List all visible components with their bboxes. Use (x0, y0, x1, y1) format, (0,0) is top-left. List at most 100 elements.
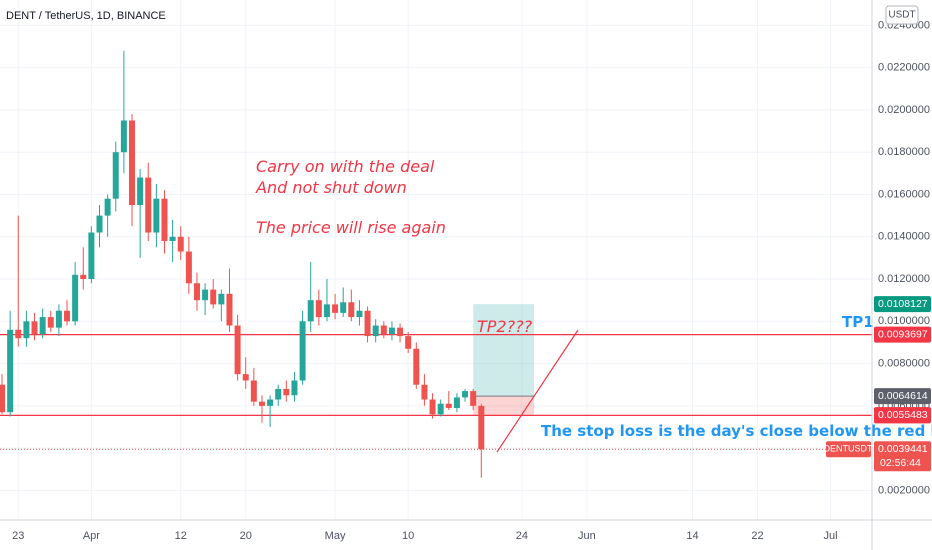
candle-body (96, 215, 103, 233)
candle-body (283, 388, 290, 396)
candle-body (307, 300, 314, 322)
candle-body (55, 310, 62, 328)
candle-body (80, 274, 87, 280)
candle-body (348, 302, 355, 318)
x-tick-label: 12 (175, 530, 187, 542)
candle-body (177, 236, 184, 252)
candle-body (120, 120, 127, 153)
candle-body (0, 384, 6, 413)
candle-body (364, 310, 371, 337)
candle-body (429, 399, 436, 415)
stop-zone (473, 396, 535, 416)
candle-body (242, 374, 249, 381)
position-box (0, 304, 872, 450)
candle-body (161, 198, 168, 241)
candle-body (234, 325, 241, 375)
candle-body (250, 380, 257, 402)
x-tick-label: Jun (578, 530, 596, 542)
candle-body (104, 198, 111, 216)
x-tick-label: May (325, 530, 346, 542)
x-tick-label: 23 (12, 530, 24, 542)
annotation: The price will rise again (256, 218, 446, 237)
x-tick-label: 14 (686, 530, 698, 542)
candle-body (145, 177, 152, 233)
candle-body (39, 317, 46, 334)
candle-body (388, 327, 395, 334)
entry-tag-box (874, 388, 931, 405)
candle-body (202, 289, 209, 301)
candle-body (299, 321, 306, 381)
grid (0, 0, 872, 520)
candle-body (413, 348, 420, 385)
countdown: 02:56:44 (880, 457, 921, 469)
candle-body (397, 327, 404, 337)
candle-body (226, 293, 233, 326)
candle-body (23, 321, 30, 339)
candle-body (332, 304, 339, 313)
candle-body (258, 401, 265, 406)
candle-body (453, 397, 460, 408)
candle-body (340, 302, 347, 313)
candle-body (15, 329, 22, 339)
candle-body (31, 321, 38, 334)
candle-body (356, 310, 363, 318)
x-tick-label: Jul (824, 530, 838, 542)
candle-body (315, 300, 322, 318)
tp1-tag: 0.0093697 (878, 328, 928, 340)
support-tag: 0.0055483 (878, 409, 928, 421)
symbol-tag: DENTUSDT (824, 444, 874, 454)
y-tick-label: 0.0120000 (878, 273, 930, 285)
candle-body (210, 289, 217, 305)
candle-body (88, 232, 95, 280)
last-price-tag: 0.0039441 (878, 443, 928, 455)
annotation: And not shut down (255, 178, 407, 197)
y-tick-label: 0.0200000 (878, 104, 930, 116)
candle-body (405, 336, 412, 349)
x-tick-label: Apr (83, 530, 100, 542)
x-tick-label: 10 (402, 530, 414, 542)
y-tick-label: 0.0140000 (878, 231, 930, 243)
candle-body (470, 391, 477, 406)
target-zone (473, 304, 535, 397)
candle-body (193, 283, 200, 301)
candle-body (169, 236, 176, 241)
candle-body (267, 399, 274, 406)
tp2-label: TP2??? (477, 317, 533, 336)
candle-body (445, 403, 452, 408)
candle-body (112, 152, 119, 199)
currency-button[interactable] (885, 5, 919, 25)
candle-body (128, 120, 135, 206)
candle-body (372, 325, 379, 337)
candle-body (478, 405, 485, 450)
tp1-tag-box (874, 326, 931, 343)
candle-body (218, 293, 225, 305)
candle-body (7, 329, 14, 413)
y-tick-label: 0.0080000 (878, 357, 930, 369)
candle-body (47, 317, 54, 328)
candle-body (137, 177, 144, 206)
x-tick-label: 22 (751, 530, 763, 542)
tp1-label: TP1 (842, 313, 874, 331)
y-tick-label: 0.0100000 (878, 315, 930, 327)
chart-title: DENT / TetherUS, 1D, BINANCE (6, 10, 166, 22)
candle-body (64, 310, 71, 322)
x-tick-label: 24 (516, 530, 528, 542)
y-tick-label: 0.0160000 (878, 188, 930, 200)
candle-body (437, 403, 444, 415)
candle-body (153, 198, 160, 233)
entry-tag: 0.0064614 (878, 390, 928, 402)
last-price-box (874, 441, 931, 472)
candle-body (462, 391, 469, 398)
candle-body (185, 251, 192, 284)
candle-body (380, 325, 387, 334)
support-tag-box (874, 407, 931, 424)
candle-body (421, 384, 428, 400)
y-tick-label: 0.0220000 (878, 62, 930, 74)
currency-label: USDT (888, 10, 915, 21)
x-tick-label: 20 (240, 530, 252, 542)
y-tick-label: 0.0180000 (878, 146, 930, 158)
trend-line (496, 329, 579, 453)
symbol-box (826, 441, 871, 458)
stop-note: The stop loss is the day's close below t… (541, 422, 932, 440)
